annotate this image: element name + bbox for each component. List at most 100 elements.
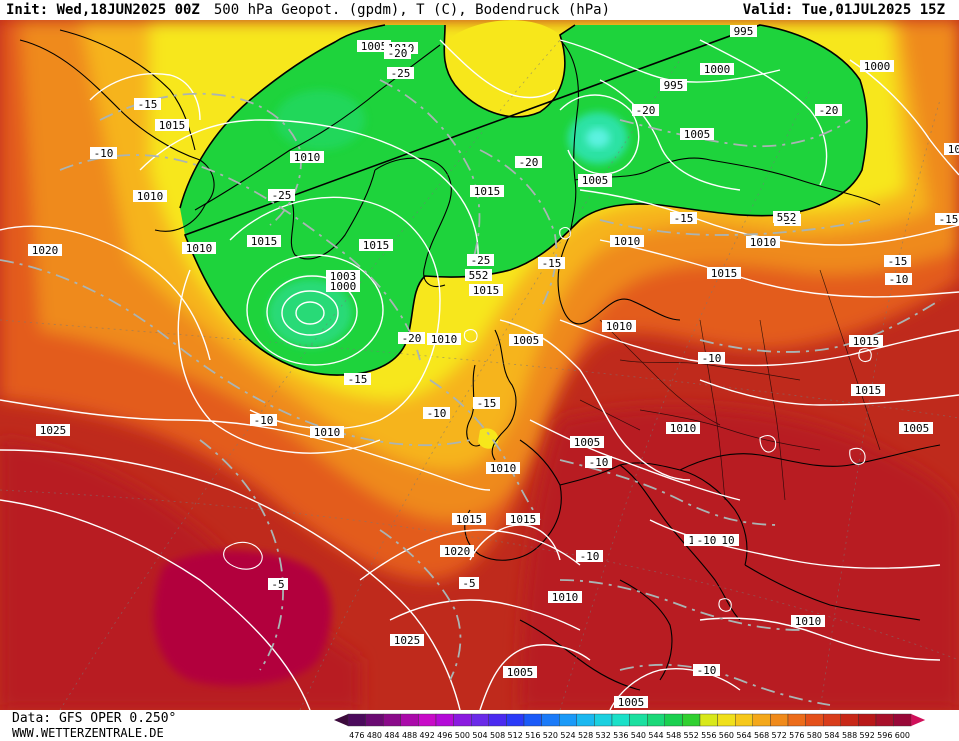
- legend-swatch: [558, 713, 577, 727]
- svg-text:1010: 1010: [186, 242, 213, 255]
- isotherm-label: -25: [467, 254, 494, 267]
- isobar-label: 1010: [182, 242, 216, 255]
- isotherm-label: -25: [268, 189, 295, 202]
- small-contours: [223, 227, 872, 612]
- legend-value: 584: [824, 731, 839, 740]
- isobar-label: 1020: [440, 545, 474, 558]
- isobar-label: 1015: [247, 235, 281, 248]
- isotherm-label: -5: [459, 577, 479, 590]
- legend-value: 540: [631, 731, 646, 740]
- legend-value: 580: [807, 731, 822, 740]
- svg-text:-10: -10: [427, 407, 447, 420]
- isotherm-label: -10: [250, 414, 277, 427]
- legend-swatch: [418, 713, 437, 727]
- legend-value: 480: [367, 731, 382, 740]
- legend-value: 476: [349, 731, 364, 740]
- legend-value: 516: [525, 731, 540, 740]
- height-label: 552: [465, 269, 492, 282]
- legend-value: 488: [402, 731, 417, 740]
- isobar-label: 1005: [509, 334, 543, 347]
- legend-swatch: [506, 713, 525, 727]
- legend-swatch: [752, 713, 771, 727]
- svg-text:1010: 1010: [795, 615, 822, 628]
- isotherm-label: -15: [935, 213, 959, 226]
- isobar-label: 1015: [707, 267, 741, 280]
- legend-value: 596: [877, 731, 892, 740]
- legend-value: 532: [596, 731, 611, 740]
- svg-text:1015: 1015: [711, 267, 738, 280]
- isobar-label: 1015: [155, 119, 189, 132]
- isobar-label: 1015: [469, 284, 503, 297]
- svg-text:1005: 1005: [903, 422, 930, 435]
- isotherm-label: -10: [423, 407, 450, 420]
- map-footer: Data: GFS OPER 0.250° WWW.WETTERZENTRALE…: [0, 710, 959, 741]
- init-time: Init: Wed,18JUN2025 00Z: [6, 2, 200, 18]
- height-labels: 552 552: [465, 211, 800, 282]
- legend-value: 576: [789, 731, 804, 740]
- legend-arrow-left: [334, 714, 348, 726]
- svg-text:-10: -10: [254, 414, 274, 427]
- svg-text:-20: -20: [636, 104, 656, 117]
- svg-text:1010: 1010: [670, 422, 697, 435]
- legend-swatch: [435, 713, 454, 727]
- isobar-label: 1010: [427, 333, 461, 346]
- isotherm-label: -15: [134, 98, 161, 111]
- map-title: 500 hPa Geopot. (gpdm), T (C), Bodendruc…: [213, 2, 611, 18]
- svg-text:-20: -20: [819, 104, 839, 117]
- isobar-label: 1005: [570, 436, 604, 449]
- svg-text:1005: 1005: [574, 436, 601, 449]
- legend-value: 496: [437, 731, 452, 740]
- isobar-label: 1000: [860, 60, 894, 73]
- isotherm-label: -10: [90, 147, 117, 160]
- svg-text:-5: -5: [462, 577, 475, 590]
- isobar-label: 1005: [357, 40, 391, 53]
- legend-value: 492: [420, 731, 435, 740]
- svg-text:552: 552: [777, 211, 797, 224]
- isobar-label: 995: [660, 79, 687, 92]
- isotherms: [0, 79, 941, 706]
- height-label: 552: [773, 211, 800, 224]
- legend-value: 536: [613, 731, 628, 740]
- isotherm-label: -10: [693, 664, 720, 677]
- legend-value: 500: [455, 731, 470, 740]
- isobar-label: 1010: [310, 426, 344, 439]
- isobar-label: 1015: [452, 513, 486, 526]
- isotherm-label: -10: [885, 273, 912, 286]
- legend-value: 544: [648, 731, 663, 740]
- isobar-label: 1005: [899, 422, 933, 435]
- website-credit: WWW.WETTERZENTRALE.DE: [12, 726, 164, 740]
- isotherm-label: -25: [387, 67, 414, 80]
- svg-text:1010: 1010: [431, 333, 458, 346]
- legend-value: 552: [684, 731, 699, 740]
- weather-map: 1005101010151010995995100010001005100010…: [0, 20, 959, 710]
- isotherm-label: -10: [693, 534, 720, 547]
- svg-text:1010: 1010: [314, 426, 341, 439]
- svg-text:-20: -20: [388, 47, 408, 60]
- isobar-label: 1015: [470, 185, 504, 198]
- legend-value: 592: [860, 731, 875, 740]
- svg-text:1015: 1015: [474, 185, 501, 198]
- svg-text:1015: 1015: [853, 335, 880, 348]
- isobar-label: 1010: [610, 235, 644, 248]
- isotherm-label: -20: [632, 104, 659, 117]
- legend-value: 528: [578, 731, 593, 740]
- svg-text:-20: -20: [519, 156, 539, 169]
- isotherm-label: -10: [585, 456, 612, 469]
- legend-value: 508: [490, 731, 505, 740]
- legend-swatch: [858, 713, 877, 727]
- legend-swatch: [365, 713, 384, 727]
- isobar-label: 1010: [548, 591, 582, 604]
- svg-text:1015: 1015: [510, 513, 537, 526]
- isotherm-label: -20: [398, 332, 425, 345]
- isotherm-labels: -20 -25 -15 -10 -25 -20 -20 -20 -25 -15 -15 -20 -15 -…: [90, 47, 959, 677]
- isobar-label: 1020: [28, 244, 62, 257]
- svg-text:-10: -10: [94, 147, 114, 160]
- legend-swatch: [823, 713, 842, 727]
- legend-swatch: [347, 713, 366, 727]
- legend-value: 572: [772, 731, 787, 740]
- geopotential-field: [0, 20, 959, 710]
- svg-text:1003: 1003: [330, 270, 357, 283]
- legend-value: 600: [895, 731, 910, 740]
- legend-swatch: [770, 713, 789, 727]
- legend-value: 512: [508, 731, 523, 740]
